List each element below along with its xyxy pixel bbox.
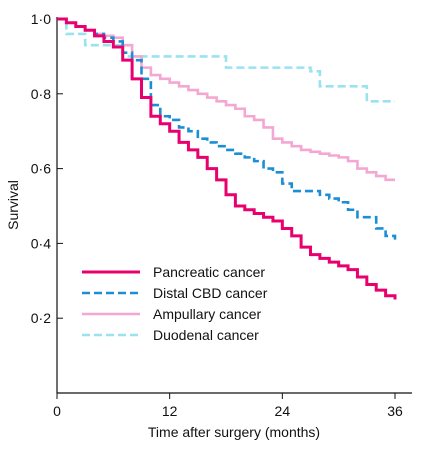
y-tick-label: 0·2 <box>31 310 51 326</box>
y-tick-label: 0·6 <box>31 161 51 177</box>
legend-label: Duodenal cancer <box>153 327 259 343</box>
series-line-ampullary-cancer <box>57 17 395 182</box>
x-tick-label: 24 <box>275 403 291 419</box>
x-tick-label: 36 <box>387 403 403 419</box>
y-ticks: 0·2 0·4 0·6 0·8 1·0 <box>31 11 63 326</box>
series-line-pancreatic-cancer <box>57 17 397 300</box>
legend: Pancreatic cancer Distal CBD cancer Ampull… <box>82 264 268 343</box>
x-ticks: 0 12 24 36 <box>53 393 403 419</box>
series-group <box>57 17 397 300</box>
x-axis-title: Time after surgery (months) <box>148 424 320 440</box>
x-tick-label: 12 <box>162 403 178 419</box>
y-tick-label: 0·8 <box>31 86 51 102</box>
y-tick-label: 1·0 <box>31 11 51 27</box>
legend-label: Pancreatic cancer <box>153 264 265 280</box>
x-tick-label: 0 <box>53 403 61 419</box>
series-line-distal-cbd-cancer <box>57 17 397 240</box>
y-tick-label: 0·4 <box>31 235 51 251</box>
series-line-duodenal-cancer <box>57 17 395 103</box>
legend-label: Distal CBD cancer <box>153 285 268 301</box>
y-axis-title: Survival <box>5 180 21 230</box>
legend-label: Ampullary cancer <box>153 306 261 322</box>
axes <box>56 17 412 394</box>
